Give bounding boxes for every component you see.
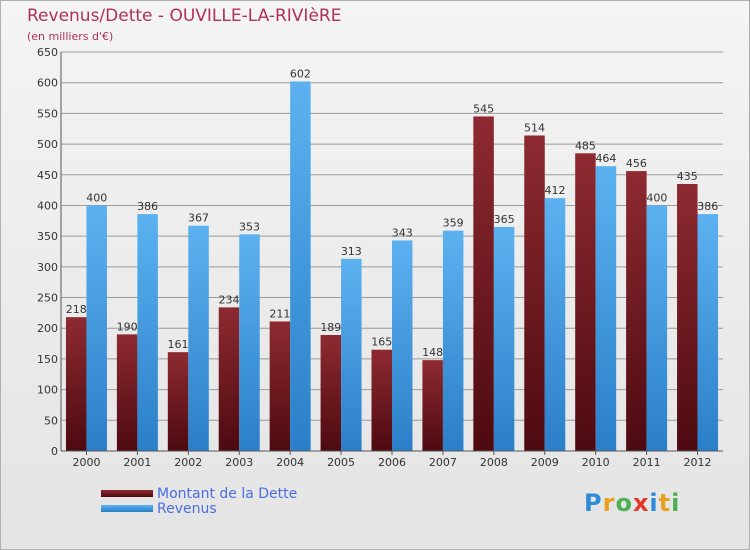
- data-label-revenus: 400: [86, 191, 107, 204]
- logo-letter: i: [649, 489, 659, 517]
- logo-letter: x: [632, 489, 650, 517]
- data-label-dette: 161: [168, 338, 189, 351]
- logo-letter: r: [602, 489, 616, 517]
- data-label-dette: 189: [320, 321, 341, 334]
- y-tick-label: 300: [37, 261, 58, 274]
- data-label-dette: 545: [473, 102, 494, 115]
- y-tick-label: 50: [44, 414, 58, 427]
- x-tick-label: 2005: [327, 456, 355, 469]
- bar-dette: [371, 349, 392, 451]
- logo-letter: t: [658, 489, 672, 517]
- data-label-dette: 514: [524, 121, 545, 134]
- x-tick-label: 2009: [531, 456, 559, 469]
- y-tick-label: 350: [37, 230, 58, 243]
- data-label-dette: 190: [117, 320, 138, 333]
- bar-revenus: [697, 214, 719, 451]
- data-label-revenus: 386: [697, 200, 718, 213]
- y-tick-label: 650: [37, 46, 58, 59]
- axes: [60, 52, 723, 455]
- y-tick-label: 400: [37, 199, 58, 212]
- x-tick-label: 2001: [123, 456, 151, 469]
- y-tick-label: 500: [37, 138, 58, 151]
- bar-dette: [116, 334, 138, 451]
- y-tick-label: 150: [37, 353, 58, 366]
- bar-revenus: [188, 225, 209, 451]
- bar-revenus: [646, 205, 668, 451]
- labels: 0 50 100 150 200 250 300 350 400 450 500 550 600 650 2…: [37, 46, 718, 469]
- proxiti-logo: Proxiti: [584, 489, 680, 517]
- x-tick-label: 2003: [225, 456, 253, 469]
- data-label-revenus: 353: [239, 220, 260, 233]
- data-label-revenus: 343: [392, 226, 413, 239]
- y-tick-label: 600: [37, 77, 58, 90]
- x-tick-label: 2000: [72, 456, 100, 469]
- y-tick-label: 550: [37, 107, 58, 120]
- x-tick-label: 2012: [684, 456, 712, 469]
- bar-dette: [65, 317, 87, 451]
- data-label-dette: 485: [575, 139, 596, 152]
- data-label-dette: 435: [677, 170, 698, 183]
- y-tick-label: 200: [37, 322, 58, 335]
- x-tick-label: 2010: [582, 456, 610, 469]
- legend-swatch-debt: [101, 490, 153, 497]
- bar-dette: [473, 116, 494, 451]
- x-tick-label: 2004: [276, 456, 304, 469]
- x-tick-label: 2011: [633, 456, 661, 469]
- bar-dette: [626, 171, 647, 451]
- logo-letter: o: [615, 489, 633, 517]
- legend-label-revenus: Revenus: [157, 501, 217, 517]
- data-label-revenus: 359: [443, 217, 464, 230]
- legend-swatch-revenus: [101, 505, 153, 512]
- bar-dette: [677, 183, 698, 451]
- y-tick-label: 450: [37, 169, 58, 182]
- bars: [65, 81, 719, 452]
- logo-letter: P: [584, 489, 603, 517]
- x-tick-label: 2006: [378, 456, 406, 469]
- data-label-dette: 456: [626, 157, 647, 170]
- bar-revenus: [137, 214, 158, 451]
- x-tick-label: 2002: [174, 456, 202, 469]
- data-label-revenus: 313: [341, 245, 362, 258]
- bar-dette: [167, 352, 189, 451]
- data-label-revenus: 365: [494, 213, 515, 226]
- chart-title: Revenus/Dette - OUVILLE-LA-RIVIèRE: [27, 6, 342, 26]
- bar-revenus: [239, 234, 260, 451]
- logo-letter: i: [671, 489, 681, 517]
- data-label-dette: 218: [66, 303, 87, 316]
- data-label-dette: 148: [422, 346, 443, 359]
- y-tick-label: 0: [51, 445, 58, 458]
- bar-revenus: [544, 198, 566, 451]
- data-label-revenus: 367: [188, 212, 209, 225]
- bar-revenus: [392, 240, 413, 451]
- bar-revenus: [86, 205, 107, 451]
- x-tick-label: 2007: [429, 456, 457, 469]
- bar-revenus: [290, 81, 311, 452]
- data-label-revenus: 602: [290, 67, 311, 80]
- data-label-revenus: 386: [137, 200, 158, 213]
- bar-dette: [575, 153, 596, 452]
- bar-dette: [422, 360, 443, 451]
- y-tick-label: 250: [37, 292, 58, 305]
- data-label-dette: 234: [218, 293, 239, 306]
- bar-revenus: [442, 230, 464, 451]
- data-label-dette: 211: [269, 307, 290, 320]
- bar-revenus: [493, 226, 515, 451]
- bar-dette: [524, 135, 545, 451]
- data-label-revenus: 412: [545, 184, 566, 197]
- bar-revenus: [595, 166, 617, 451]
- bar-dette: [269, 321, 291, 451]
- data-label-revenus: 464: [595, 152, 616, 165]
- bar-revenus: [341, 258, 362, 451]
- bar-dette: [218, 307, 240, 451]
- data-label-revenus: 400: [646, 191, 667, 204]
- data-label-dette: 165: [371, 336, 392, 349]
- x-tick-label: 2008: [480, 456, 508, 469]
- y-tick-label: 100: [37, 384, 58, 397]
- bar-dette: [320, 334, 342, 451]
- chart-subtitle: (en milliers d'€): [27, 30, 114, 43]
- legend-label-debt: Montant de la Dette: [157, 486, 298, 502]
